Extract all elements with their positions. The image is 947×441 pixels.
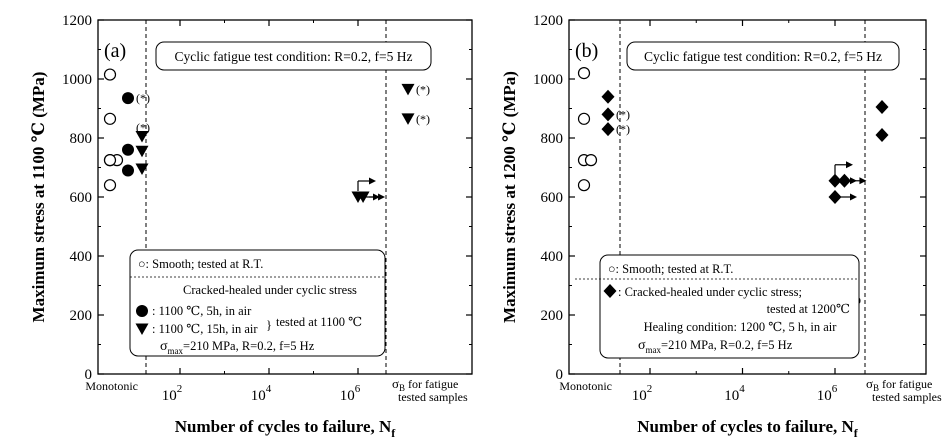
data-point (103, 179, 117, 192)
condition-box-text: Cyclic fatigue test condition: R=0.2, f=… (175, 49, 413, 64)
x-tick-label: 104 (251, 383, 272, 404)
data-point (356, 191, 370, 203)
asterisk-label: (*) (136, 121, 150, 135)
data-point (122, 92, 134, 105)
y-tick-label: 400 (70, 249, 93, 265)
y-tick-label: 800 (70, 131, 93, 147)
asterisk-label: (*) (616, 107, 630, 121)
x-category-sigmaB: σB for fatigue (866, 376, 932, 393)
x-axis-title: Number of cycles to failure, Nf (175, 417, 397, 440)
panel-label: (b) (575, 40, 598, 62)
data-point (828, 173, 842, 188)
legend-params: σmax=210 MPa, R=0.2, f=5 Hz (638, 338, 793, 355)
y-tick-label: 400 (541, 249, 564, 265)
x-tick-label: 102 (632, 383, 653, 404)
x-tick-exponent: 4 (266, 383, 272, 395)
x-category-sigmaB: σB for fatigue (392, 376, 458, 393)
x-tick-exponent: 4 (739, 383, 745, 395)
data-point (103, 68, 117, 81)
y-axis-title: Maximum stress at 1100 ℃ (MPa) (29, 72, 48, 323)
legend-tested-at: tested at 1100 ℃ (276, 315, 362, 329)
data-point (401, 113, 415, 125)
condition-box (155, 41, 432, 71)
y-tick-label: 0 (85, 367, 93, 383)
legend-box (599, 254, 860, 359)
x-category-sigmaB-line2: tested samples (398, 390, 468, 404)
data-point (577, 112, 591, 125)
data-point (135, 145, 149, 158)
chart-panel-a: 0 200 400 600 800 1000 1200 102 104 106 Monotonic σ… (29, 13, 473, 440)
x-tick-exponent: 6 (355, 383, 361, 395)
x-tick-label: 106 (817, 383, 838, 404)
y-tick-label: 1000 (533, 72, 563, 88)
data-point (828, 190, 842, 204)
legend-marker (603, 284, 617, 298)
data-point (601, 122, 615, 137)
asterisk-label: (*) (136, 91, 150, 105)
legend-smooth: ○: Smooth; tested at R.T. (608, 262, 733, 276)
data-point (837, 173, 851, 188)
x-axis-title: Number of cycles to failure, Nf (637, 417, 859, 440)
legend-header: Cracked-healed under cyclic stress (183, 283, 357, 297)
legend-item: : 1100 ℃, 5h, in air (152, 304, 252, 318)
asterisk-label: (*) (416, 112, 430, 126)
legend-tested-at: tested at 1200℃ (767, 302, 850, 316)
data-point (103, 154, 117, 167)
legend-box (129, 249, 386, 357)
y-tick-label: 1200 (533, 13, 563, 29)
chart-panel-b: 0 200 400 600 800 1000 1200 102 104 106 Monotonic σ… (500, 13, 942, 440)
data-point (135, 163, 149, 175)
x-tick-label: 102 (162, 383, 183, 404)
x-tick-label: 106 (340, 383, 361, 404)
x-category-monotonic: Monotonic (559, 379, 612, 393)
legend-marker (135, 323, 149, 335)
data-point (601, 89, 615, 104)
asterisk-label: (*) (416, 82, 430, 96)
runout-arrowhead (859, 177, 867, 185)
y-tick-label: 800 (541, 131, 564, 147)
y-tick-label: 1000 (62, 72, 92, 88)
y-axis-title: Maximum stress at 1200 ℃ (MPa) (500, 71, 519, 323)
data-point (577, 179, 591, 192)
data-point (577, 66, 591, 80)
data-point (135, 131, 149, 143)
y-tick-label: 600 (70, 190, 93, 206)
legend-marker (136, 305, 148, 317)
x-tick-label: 104 (724, 383, 745, 404)
legend-params: σmax=210 MPa, R=0.2, f=5 Hz (160, 339, 315, 356)
x-tick-exponent: 6 (832, 383, 838, 395)
y-tick-label: 1200 (62, 13, 92, 29)
condition-box (626, 41, 900, 71)
legend-item: : 1100 ℃, 15h, in air (152, 322, 258, 336)
x-tick-exponent: 2 (177, 383, 183, 395)
runout-arrowhead (378, 193, 386, 201)
data-point (584, 154, 598, 167)
runout-arrowhead (846, 161, 853, 169)
legend-smooth: ○: Smooth; tested at R.T. (138, 257, 263, 271)
data-point (401, 83, 415, 96)
y-tick-label: 200 (70, 308, 93, 324)
data-point (875, 100, 889, 115)
x-category-sigmaB-line2: tested samples (872, 390, 942, 404)
y-tick-label: 0 (556, 367, 564, 383)
data-point (601, 107, 615, 122)
data-point (122, 143, 134, 156)
data-point (875, 128, 889, 143)
runout-arrowhead (369, 177, 376, 185)
y-tick-label: 600 (541, 190, 564, 206)
legend-item: : Cracked-healed under cyclic stress; (618, 285, 802, 299)
data-point (122, 164, 134, 177)
legend-healing: Healing condition: 1200 ℃, 5 h, in air (644, 320, 838, 334)
x-tick-exponent: 2 (647, 383, 653, 395)
x-category-monotonic: Monotonic (85, 379, 138, 393)
y-tick-label: 200 (541, 308, 564, 324)
asterisk-label: (*) (616, 122, 630, 136)
condition-box-text: Cyclic fatigue test condition: R=0.2, f=… (644, 49, 882, 64)
legend-brace: } (266, 318, 272, 332)
panel-label: (a) (104, 40, 126, 62)
data-point (103, 112, 117, 125)
runout-arrowhead (850, 193, 857, 201)
